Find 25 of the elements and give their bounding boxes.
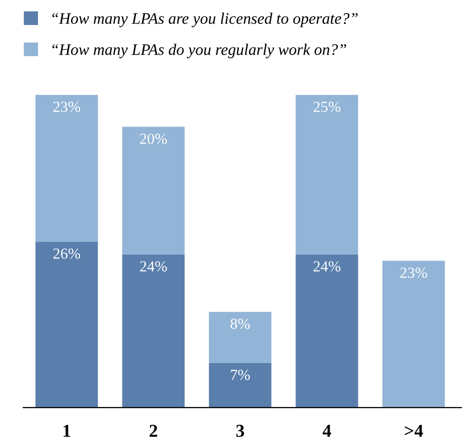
x-tick-label: >4 <box>404 424 423 437</box>
data-label: 23% <box>400 268 428 278</box>
x-tick-label: 1 <box>64 424 70 437</box>
bar <box>296 94 358 254</box>
bar <box>208 362 272 408</box>
x-tick-label: 3 <box>236 424 244 437</box>
x-tick-label: 4 <box>322 424 332 437</box>
data-label: 26% <box>53 248 80 259</box>
bar <box>296 254 358 408</box>
data-label: 23% <box>53 102 80 112</box>
bar <box>35 94 98 242</box>
x-tick-label: 2 <box>150 424 158 437</box>
bar <box>208 312 272 363</box>
bar <box>35 242 98 408</box>
legend-label: “How many LPAs are you licensed to operate?” <box>52 12 358 28</box>
data-label: 8% <box>230 318 250 330</box>
bar <box>122 126 185 254</box>
bar <box>382 260 445 408</box>
data-label: 24% <box>314 261 340 272</box>
legend-label: “How many LPAs do you regularly work on?” <box>52 44 346 58</box>
data-label: 20% <box>140 134 167 144</box>
data-label: 24% <box>140 261 167 272</box>
bar <box>122 254 185 408</box>
data-label: 25% <box>314 102 340 112</box>
data-label: 7% <box>230 370 250 380</box>
